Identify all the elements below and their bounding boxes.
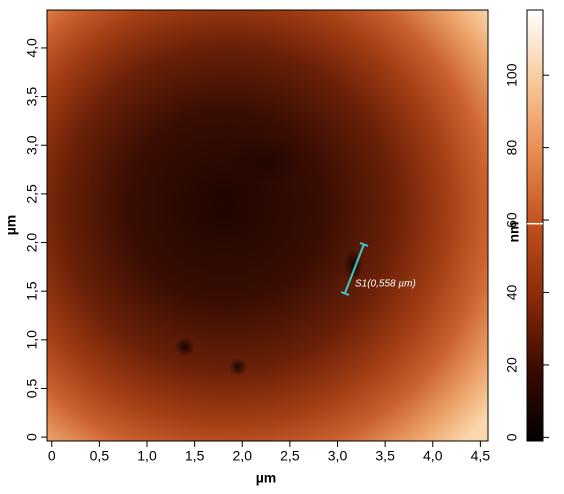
x-tick-label: 3,0 — [328, 448, 348, 464]
annotation: S1(0,558 µm) — [355, 279, 416, 290]
plot-frame — [46, 9, 489, 442]
colorbar — [526, 9, 544, 442]
x-tick-label: 4,5 — [471, 448, 491, 464]
colorbar-tick-label: 20 — [504, 357, 520, 373]
colorbar-tick-label: 100 — [504, 63, 520, 87]
y-axis-label: µm — [3, 215, 19, 236]
colorbar-tick-label: 80 — [504, 140, 520, 156]
y-tick-label: 0,5 — [24, 379, 40, 399]
x-tick-label: 3,5 — [375, 448, 395, 464]
x-tick-label: 2,0 — [233, 448, 253, 464]
colorbar-tick-label: 40 — [504, 285, 520, 301]
colorbar-tick-label: 0 — [504, 433, 520, 441]
y-tick-label: 3,0 — [24, 135, 40, 155]
x-tick-label: 1,5 — [185, 448, 205, 464]
x-axis-label: µm — [256, 470, 277, 486]
x-tick-label: 4,0 — [423, 448, 443, 464]
colorbar-label: nm — [506, 222, 522, 243]
y-tick-label: 3,5 — [24, 87, 40, 107]
y-tick-label: 4,0 — [24, 38, 40, 58]
x-tick-label: 1,0 — [137, 448, 157, 464]
x-tick-label: 0 — [48, 448, 56, 464]
y-tick-label: 1,0 — [24, 330, 40, 350]
measure-line — [340, 242, 369, 296]
y-tick-label: 1,5 — [24, 281, 40, 301]
y-tick-label: 2,0 — [24, 233, 40, 253]
colorbar-tick-label: 60 — [504, 212, 520, 228]
afm-image — [47, 10, 488, 441]
y-tick-label: 0 — [24, 433, 40, 441]
x-tick-label: 2,5 — [280, 448, 300, 464]
x-tick-label: 0,5 — [90, 448, 110, 464]
y-tick-label: 2,5 — [24, 184, 40, 204]
